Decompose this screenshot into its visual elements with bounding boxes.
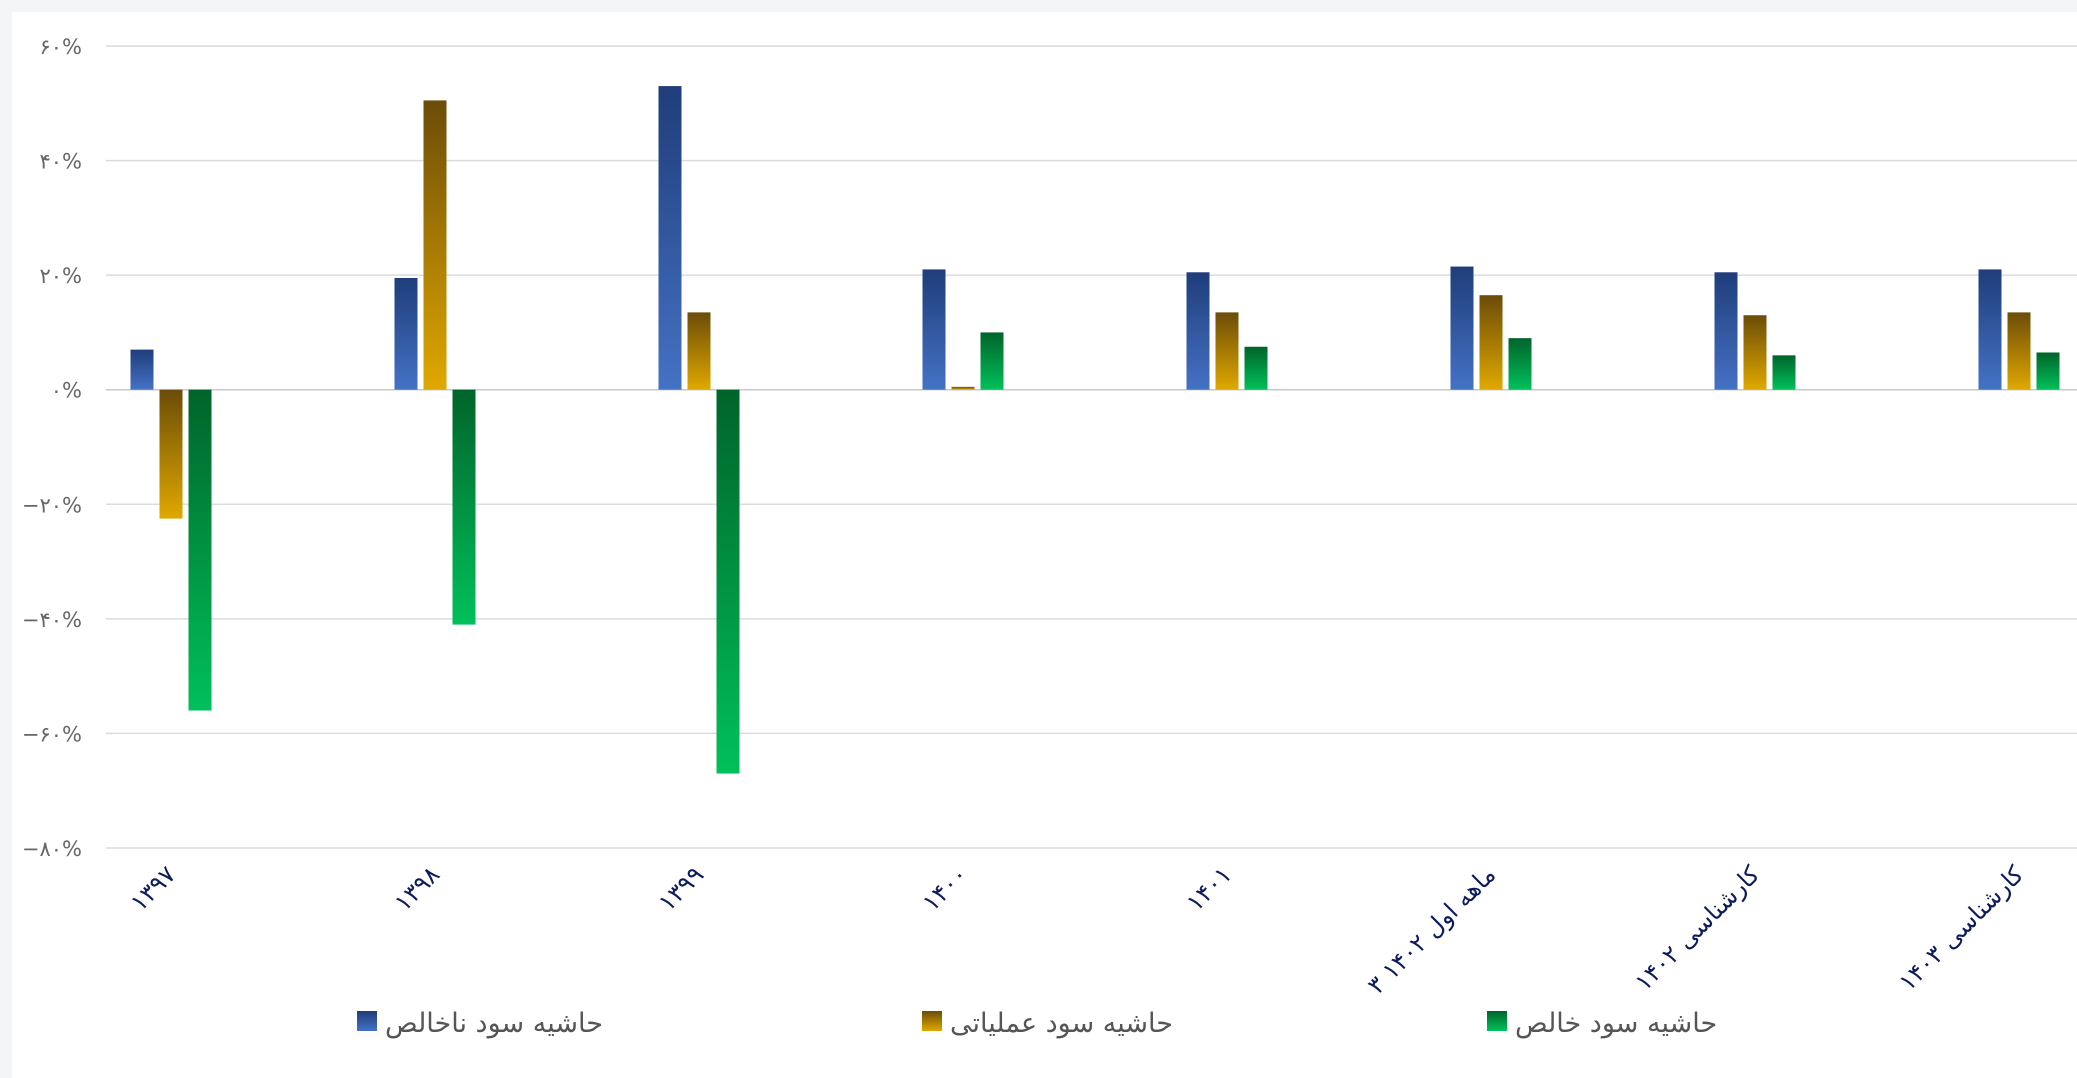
- bar[interactable]: [394, 278, 418, 390]
- y-tick-label: −۸۰%: [22, 837, 82, 861]
- x-tick-label: ۳ ماهه اول ۱۴۰۲: [1362, 860, 1501, 999]
- bar[interactable]: [1186, 272, 1210, 390]
- y-tick-label: −۴۰%: [22, 608, 82, 632]
- bar[interactable]: [1978, 269, 2002, 390]
- x-axis: ۱۳۹۷ ۱۳۹۸ ۱۳۹۹ ۱۴۰۰ ۱۴۰۱ ۳ ماهه اول ۱۴۰۲ کارشن…: [125, 860, 2030, 1000]
- x-tick-label: ۱۴۰۰: [917, 860, 973, 916]
- bar[interactable]: [452, 389, 476, 625]
- bar[interactable]: [1215, 312, 1239, 390]
- x-tick-label: ۱۳۹۸: [389, 860, 445, 916]
- y-axis: ۶۰% ۴۰% ۲۰% ۰% −۲۰% −۴۰% −۶۰% −۸۰%: [22, 35, 82, 861]
- bar[interactable]: [1714, 272, 1738, 390]
- bar[interactable]: [951, 386, 975, 390]
- bar[interactable]: [1479, 295, 1503, 390]
- grid-lines: [106, 45, 2077, 849]
- x-tick-label: کارشناسی ۱۴۰۲: [1629, 860, 1765, 996]
- chart-card: ۶۰% ۴۰% ۲۰% ۰% −۲۰% −۴۰% −۶۰% −۸۰% ۱۳۹۷ ۱۳۹۸ ۱۳۹۹…: [12, 12, 2077, 1078]
- y-tick-label: −۶۰%: [22, 722, 82, 746]
- legend-label[interactable]: حاشیه سود خالص: [1515, 1008, 1717, 1039]
- bar[interactable]: [2036, 352, 2060, 390]
- legend: حاشیه سود ناخالص حاشیه سود عملیاتی حاشیه س…: [357, 1008, 1717, 1039]
- bar[interactable]: [922, 269, 946, 390]
- bar[interactable]: [716, 389, 740, 774]
- y-tick-label: ۲۰%: [39, 264, 82, 288]
- bar[interactable]: [658, 86, 682, 390]
- bar[interactable]: [130, 349, 154, 390]
- y-tick-label: ۴۰%: [39, 150, 82, 174]
- y-tick-label: ۶۰%: [39, 35, 82, 59]
- bar[interactable]: [1743, 315, 1767, 390]
- legend-label[interactable]: حاشیه سود عملیاتی: [950, 1008, 1173, 1039]
- legend-swatch: [922, 1011, 942, 1031]
- margin-chart: ۶۰% ۴۰% ۲۰% ۰% −۲۰% −۴۰% −۶۰% −۸۰% ۱۳۹۷ ۱۳۹۸ ۱۳۹۹…: [22, 35, 2077, 1039]
- y-tick-label: ۰%: [51, 379, 82, 403]
- legend-label[interactable]: حاشیه سود ناخالص: [385, 1008, 603, 1039]
- bar[interactable]: [1772, 355, 1796, 390]
- x-tick-label: ۱۳۹۹: [653, 860, 709, 916]
- bar[interactable]: [687, 312, 711, 390]
- legend-swatch: [357, 1011, 377, 1031]
- x-tick-label: ۱۳۹۷: [125, 860, 181, 916]
- bar[interactable]: [423, 100, 447, 390]
- bar[interactable]: [2007, 312, 2031, 390]
- bar[interactable]: [1450, 266, 1474, 390]
- bar[interactable]: [980, 332, 1004, 390]
- x-tick-label: کارشناسی ۱۴۰۳: [1893, 860, 2029, 996]
- bar[interactable]: [1508, 338, 1532, 390]
- y-tick-label: −۲۰%: [22, 493, 82, 517]
- legend-swatch: [1487, 1011, 1507, 1031]
- bar[interactable]: [1244, 346, 1268, 390]
- bar[interactable]: [159, 389, 183, 519]
- bar[interactable]: [188, 389, 212, 711]
- bars: [130, 86, 2060, 774]
- x-tick-label: ۱۴۰۱: [1181, 860, 1237, 916]
